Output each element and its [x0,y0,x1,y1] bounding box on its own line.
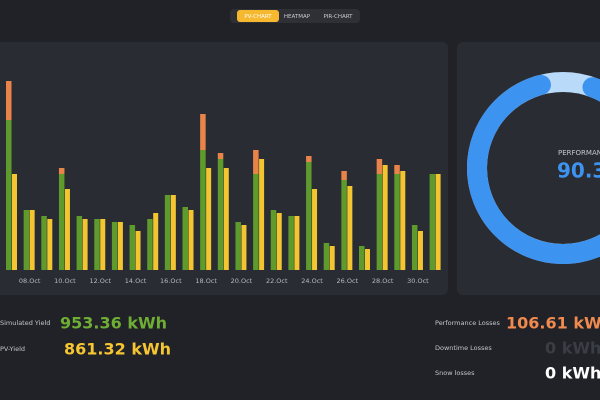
x-tick-label: 18.Oct [195,277,217,285]
x-tick-label: 22.Oct [266,277,288,285]
bar [100,219,106,270]
donut-label: PERFORMANCE [558,149,600,157]
x-tick-label: 24.Oct [301,277,323,285]
bar [135,231,141,270]
bar [82,219,88,270]
stat-label: PV-Yield [0,345,25,353]
bar [6,120,12,270]
bar [164,195,171,270]
bar [253,174,259,270]
bar [200,114,206,150]
tab[interactable]: PIR-CHART [323,14,353,20]
bar [341,171,347,180]
bar [23,210,30,270]
x-tick-label: 30.Oct [407,277,429,285]
tab[interactable]: HEATMAP [284,14,311,20]
bar [117,222,123,270]
stat-value: 0 kWh [545,339,600,358]
bar [259,159,265,270]
stat-label: Simulated Yield [0,319,50,327]
x-tick-label: 10.Oct [54,277,76,285]
bar [6,81,12,120]
active-tab[interactable] [237,10,279,22]
tab[interactable]: PV-CHART [244,14,272,20]
bar [147,219,153,270]
bar [394,174,400,270]
bar [341,180,347,270]
bar [294,216,300,270]
bar [276,213,282,270]
bar [329,246,335,270]
stat-value: 861.32 kWh [64,340,171,359]
x-tick-label: 12.Oct [89,277,111,285]
bar [170,195,176,270]
bar [47,219,53,270]
bar [153,213,159,270]
x-tick-label: 14.Oct [125,277,147,285]
bar [111,222,118,270]
bar [306,156,312,162]
bar [188,210,194,270]
bar [306,162,312,270]
donut-arc [467,74,600,264]
bar [288,216,294,270]
x-tick-label: 16.Oct [160,277,182,285]
bar [217,159,224,270]
bar [270,210,277,270]
bar [435,174,441,270]
bar [376,159,383,174]
bar [253,150,259,174]
bar [235,222,241,270]
bar [400,171,406,270]
stat-label: Snow losses [435,369,475,377]
bar [217,153,224,159]
stat-value: 106.61 kWh [506,314,600,333]
bar [58,174,65,270]
bar [347,186,353,270]
bar [359,246,365,270]
bar [241,225,247,270]
bar [206,168,212,270]
bar [394,165,400,174]
x-tick-label: 26.Oct [337,277,359,285]
bar [76,216,83,270]
bar [29,210,35,270]
x-tick-label: 20.Oct [231,277,253,285]
bar [58,168,65,174]
bar [411,225,418,270]
bar [365,249,370,270]
bar [41,216,47,270]
bar [129,225,136,270]
stat-label: Performance Losses [435,319,501,327]
bar [200,150,206,270]
stat-value: 953.36 kWh [60,314,167,333]
bar [429,174,436,270]
bar [312,189,318,270]
bar [64,189,70,270]
bar [182,207,188,270]
x-tick-label: 08.Oct [19,277,41,285]
donut-value: 90.3 [557,159,600,183]
stat-value: 0 kWh [545,364,600,383]
bar [12,174,17,270]
bar [323,243,330,270]
stat-label: Downtime Losses [435,344,492,352]
bar [382,165,388,270]
x-tick-label: 28.Oct [372,277,394,285]
bar [417,231,423,270]
bar [94,219,100,270]
bar [223,168,229,270]
bar [376,174,383,270]
